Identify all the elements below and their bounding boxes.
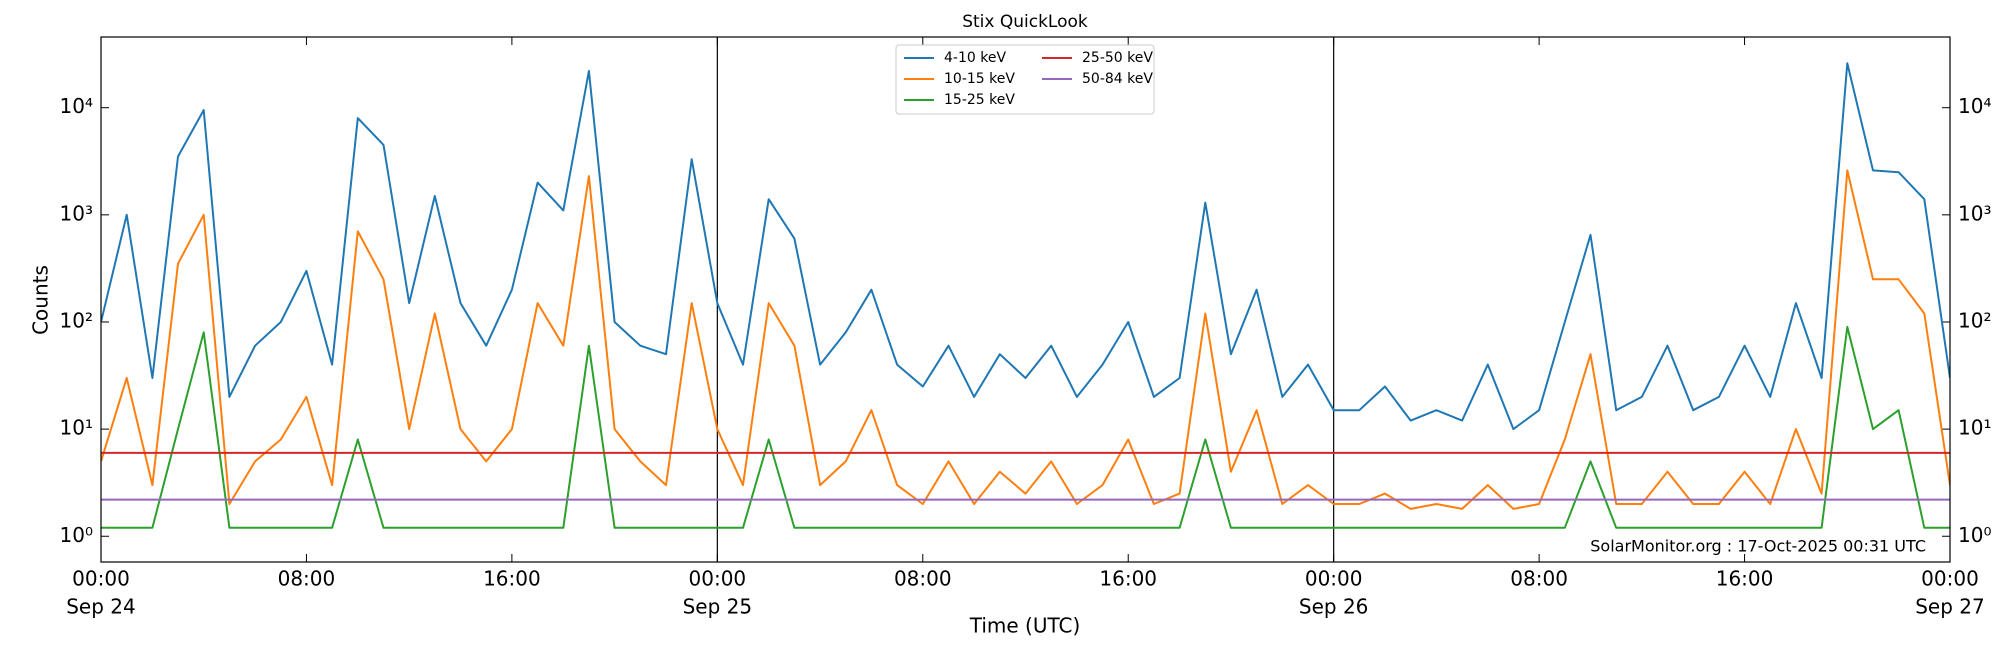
chart-title: Stix QuickLook bbox=[962, 12, 1088, 32]
x-tick-label: 08:00 bbox=[278, 567, 336, 591]
legend-box bbox=[895, 44, 1155, 115]
x-tick-label: 00:00 bbox=[1305, 567, 1363, 591]
x-tick-label: 16:00 bbox=[1099, 567, 1157, 591]
legend-label: 10-15 keV bbox=[944, 71, 1015, 87]
y-tick-label: 10⁴ bbox=[60, 94, 93, 118]
legend-label: 4-10 keV bbox=[944, 50, 1006, 66]
series-line bbox=[101, 325, 1950, 529]
y-tick-label: 10² bbox=[60, 308, 93, 332]
y-tick-label: 10⁰ bbox=[1958, 523, 1991, 547]
series-line bbox=[101, 169, 1950, 510]
legend-label: 15-25 keV bbox=[944, 92, 1015, 108]
y-tick-label: 10³ bbox=[60, 201, 93, 225]
x-tick-sublabel: Sep 24 bbox=[66, 595, 136, 619]
y-tick-label: 10³ bbox=[1958, 201, 1991, 225]
legend-label: 50-84 keV bbox=[1082, 71, 1153, 87]
y-tick-label: 10⁴ bbox=[1958, 94, 1991, 118]
x-tick-sublabel: Sep 27 bbox=[1915, 595, 1985, 619]
x-tick-sublabel: Sep 25 bbox=[683, 595, 753, 619]
x-tick-label: 16:00 bbox=[483, 567, 541, 591]
y-tick-label: 10² bbox=[1958, 308, 1991, 332]
y-tick-label: 10⁰ bbox=[60, 523, 93, 547]
x-tick-label: 08:00 bbox=[1510, 567, 1568, 591]
plot-frame bbox=[100, 36, 1951, 563]
x-tick-label: 08:00 bbox=[894, 567, 952, 591]
y-tick-label: 10¹ bbox=[60, 416, 93, 440]
x-axis-label: Time (UTC) bbox=[969, 614, 1081, 638]
y-axis-label: Counts bbox=[29, 265, 53, 335]
x-tick-label: 00:00 bbox=[1921, 567, 1979, 591]
y-tick-label: 10¹ bbox=[1958, 416, 1991, 440]
annotation: SolarMonitor.org : 17-Oct-2025 00:31 UTC bbox=[1590, 537, 1926, 556]
legend-label: 25-50 keV bbox=[1082, 50, 1153, 66]
series-line bbox=[101, 62, 1950, 431]
x-tick-label: 00:00 bbox=[689, 567, 747, 591]
x-tick-sublabel: Sep 26 bbox=[1299, 595, 1369, 619]
x-tick-label: 00:00 bbox=[72, 567, 130, 591]
x-tick-label: 16:00 bbox=[1716, 567, 1774, 591]
